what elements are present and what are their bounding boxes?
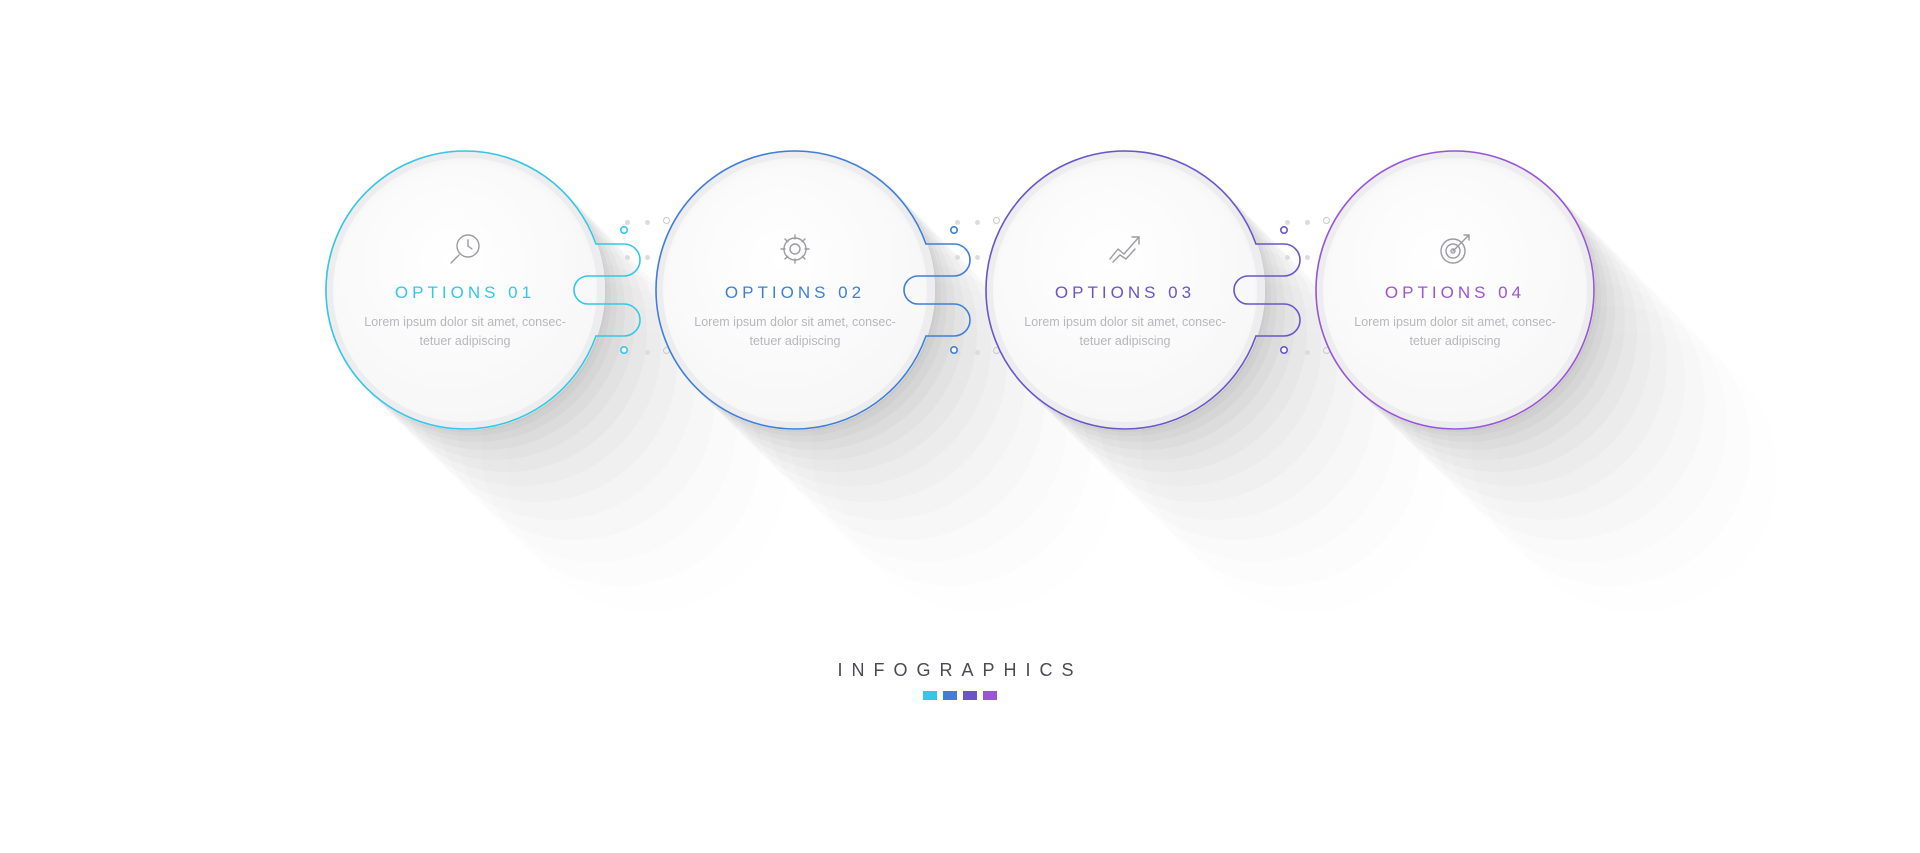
step-1-disc: OPTIONS 01 Lorem ipsum dolor sit amet, c… [325,150,605,430]
step-2-title: OPTIONS 02 [725,283,865,303]
step-3: OPTIONS 03 Lorem ipsum dolor sit amet, c… [985,150,1265,430]
step-3-desc: Lorem ipsum dolor sit amet, consec-tetue… [1019,313,1231,352]
step-3-title: OPTIONS 03 [1055,283,1195,303]
footer-label: INFOGRAPHICS [0,660,1920,681]
step-1: OPTIONS 01 Lorem ipsum dolor sit amet, c… [325,150,605,430]
swatch-1 [923,691,937,700]
footer-swatches [0,691,1920,700]
step-1-title: OPTIONS 01 [395,283,535,303]
swatch-3 [963,691,977,700]
step-4-disc: OPTIONS 04 Lorem ipsum dolor sit amet, c… [1315,150,1595,430]
step-4: OPTIONS 04 Lorem ipsum dolor sit amet, c… [1315,150,1595,430]
infographic-stage: OPTIONS 01 Lorem ipsum dolor sit amet, c… [0,0,1920,853]
swatch-2 [943,691,957,700]
target-icon [1435,229,1475,269]
step-2-disc: OPTIONS 02 Lorem ipsum dolor sit amet, c… [655,150,935,430]
step-2-desc: Lorem ipsum dolor sit amet, consec-tetue… [689,313,901,352]
magnifier-clock-icon [445,229,485,269]
step-4-desc: Lorem ipsum dolor sit amet, consec-tetue… [1349,313,1561,352]
trend-arrow-icon [1105,229,1145,269]
step-2: OPTIONS 02 Lorem ipsum dolor sit amet, c… [655,150,935,430]
step-1-desc: Lorem ipsum dolor sit amet, consec-tetue… [359,313,571,352]
swatch-4 [983,691,997,700]
step-4-title: OPTIONS 04 [1385,283,1525,303]
step-3-disc: OPTIONS 03 Lorem ipsum dolor sit amet, c… [985,150,1265,430]
gear-icon [775,229,815,269]
footer: INFOGRAPHICS [0,660,1920,700]
